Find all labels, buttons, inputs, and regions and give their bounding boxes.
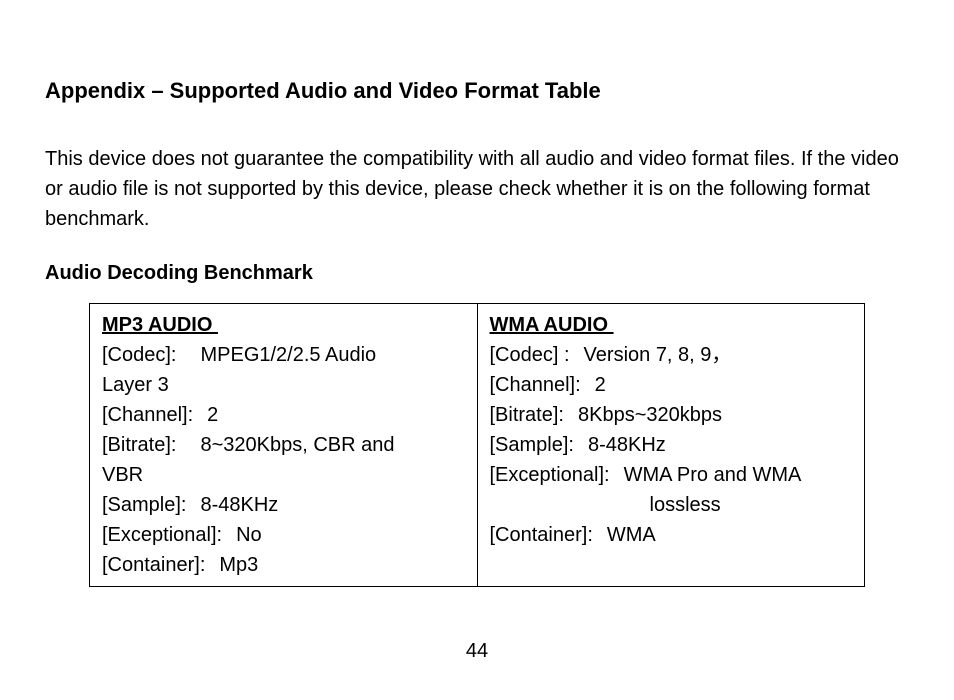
spec-label: [Exceptional]:	[490, 464, 610, 486]
spec-value: 8-48KHz	[588, 434, 666, 456]
wma-cell: WMA AUDIO [Codec] :Version 7, 8, 9，[Chan…	[477, 304, 865, 587]
spec-line: [Sample]: 8-48KHz	[102, 490, 465, 520]
spec-label: [Codec]:	[102, 344, 176, 366]
spec-label: [Sample]:	[102, 494, 186, 516]
intro-paragraph: This device does not guarantee the compa…	[45, 144, 909, 234]
document-page: Appendix – Supported Audio and Video For…	[0, 0, 954, 587]
spec-line: [Bitrate]: 8Kbps~320kbps	[490, 400, 853, 430]
spec-value: 8Kbps~320kbps	[578, 404, 722, 426]
cell-title: MP3 AUDIO	[102, 314, 218, 336]
benchmark-table: MP3 AUDIO [Codec]: MPEG1/2/2.5 Audio Layer…	[89, 303, 865, 587]
spec-value: Mp3	[219, 554, 258, 576]
spec-line: Layer 3	[102, 370, 465, 400]
cell-title: WMA AUDIO	[490, 314, 614, 336]
spec-value: No	[236, 524, 262, 546]
spec-label: [Codec] :	[490, 344, 570, 366]
benchmark-subheading: Audio Decoding Benchmark	[45, 262, 909, 285]
spec-value: 8-48KHz	[200, 494, 278, 516]
spec-value: WMA	[607, 524, 656, 546]
spec-label: [Bitrate]:	[102, 434, 176, 456]
spec-line: [Bitrate]: 8~320Kbps, CBR and	[102, 430, 465, 460]
mp3-cell: MP3 AUDIO [Codec]: MPEG1/2/2.5 Audio Layer…	[90, 304, 478, 587]
spec-label: [Container]:	[490, 524, 593, 546]
spec-label: [Container]:	[102, 554, 205, 576]
page-number: 44	[0, 640, 954, 663]
spec-value: lossless	[490, 490, 853, 520]
spec-line: [Channel]: 2	[102, 400, 465, 430]
spec-line: [Codec]: MPEG1/2/2.5 Audio	[102, 340, 465, 370]
spec-value: Version 7, 8, 9，	[584, 344, 732, 366]
spec-line: [Channel]: 2	[490, 370, 853, 400]
spec-value: MPEG1/2/2.5 Audio	[200, 344, 376, 366]
spec-value: WMA Pro and WMA	[624, 464, 802, 486]
benchmark-table-wrap: MP3 AUDIO [Codec]: MPEG1/2/2.5 Audio Layer…	[89, 303, 865, 587]
spec-value: 2	[595, 374, 606, 396]
spec-value: 2	[207, 404, 218, 426]
spec-line: [Exceptional]: WMA Pro and WMA	[490, 460, 853, 490]
spec-line: [Sample]: 8-48KHz	[490, 430, 853, 460]
table-row: MP3 AUDIO [Codec]: MPEG1/2/2.5 Audio Layer…	[90, 304, 865, 587]
spec-label: [Sample]:	[490, 434, 574, 456]
spec-line: [Exceptional]: No	[102, 520, 465, 550]
spec-label: [Exceptional]:	[102, 524, 222, 546]
spec-label: [Channel]:	[490, 374, 581, 396]
spec-label: [Bitrate]:	[490, 404, 564, 426]
spec-line: VBR	[102, 460, 465, 490]
spec-line: [Container]: WMA	[490, 520, 853, 550]
appendix-heading: Appendix – Supported Audio and Video For…	[45, 78, 909, 104]
spec-line: [Codec] : Version 7, 8, 9，	[490, 340, 853, 370]
spec-label: [Channel]:	[102, 404, 193, 426]
spec-value: 8~320Kbps, CBR and	[200, 434, 394, 456]
spec-line: [Container]: Mp3	[102, 550, 465, 580]
